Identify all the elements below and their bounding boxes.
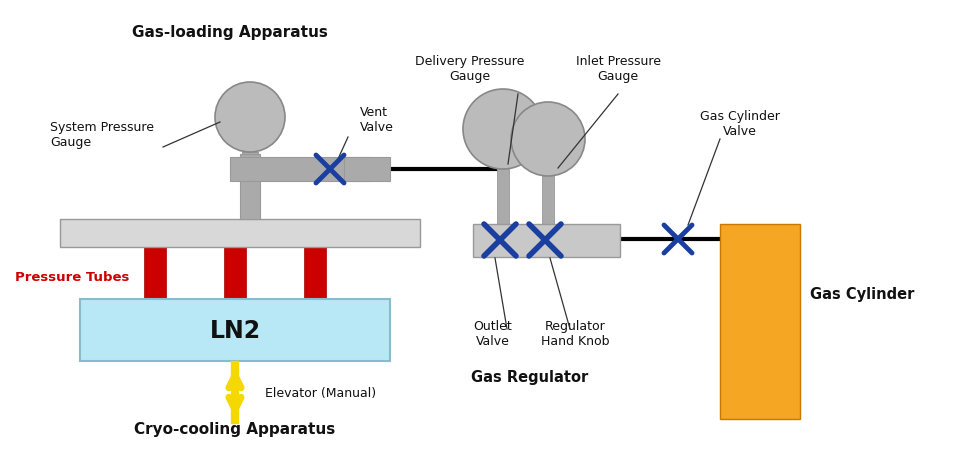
Text: Gas Cylinder
Valve: Gas Cylinder Valve [700, 110, 780, 138]
Ellipse shape [215, 83, 285, 152]
Text: Gas Regulator: Gas Regulator [471, 369, 588, 384]
Text: Pressure Tubes: Pressure Tubes [15, 271, 129, 284]
Text: Inlet Pressure
Gauge: Inlet Pressure Gauge [576, 55, 660, 83]
Bar [497, 150, 509, 225]
Ellipse shape [511, 103, 585, 177]
Text: Elevator (Manual): Elevator (Manual) [265, 386, 376, 399]
Bar [60, 220, 420, 248]
Text: LN2: LN2 [210, 318, 260, 342]
Text: Gas-loading Apparatus: Gas-loading Apparatus [132, 25, 328, 40]
Text: Gas Cylinder: Gas Cylinder [810, 287, 915, 302]
Text: Cryo-cooling Apparatus: Cryo-cooling Apparatus [134, 422, 336, 437]
Ellipse shape [463, 90, 543, 170]
Bar [473, 225, 620, 258]
Bar [224, 248, 246, 359]
Bar [144, 248, 166, 359]
Text: Outlet
Valve: Outlet Valve [474, 319, 513, 347]
Bar [230, 158, 370, 182]
Text: Vent
Valve: Vent Valve [360, 106, 394, 133]
Bar [542, 150, 554, 225]
Bar [242, 152, 258, 155]
Bar [720, 225, 800, 419]
Text: Delivery Pressure
Gauge: Delivery Pressure Gauge [416, 55, 524, 83]
Text: Regulator
Hand Knob: Regulator Hand Knob [541, 319, 609, 347]
Bar [80, 299, 390, 361]
Bar [240, 155, 260, 220]
Bar [344, 158, 390, 182]
Bar [304, 248, 326, 359]
Text: System Pressure
Gauge: System Pressure Gauge [50, 121, 154, 149]
